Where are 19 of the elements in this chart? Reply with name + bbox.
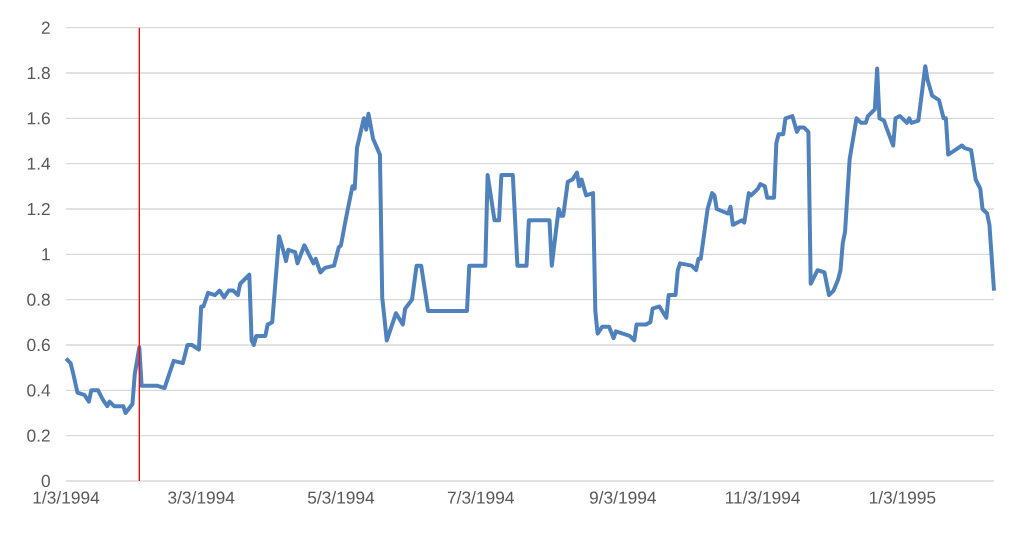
y-tick-label: 1.8 — [27, 66, 50, 80]
y-tick-label: 0.2 — [27, 429, 50, 442]
x-tick-label: 3/3/1994 — [168, 491, 235, 504]
y-tick-label: 0 — [41, 474, 50, 488]
y-tick-label: 0.8 — [27, 293, 50, 306]
x-tick-label: 9/3/1994 — [589, 491, 657, 504]
y-tick-label: 0.6 — [27, 338, 50, 352]
y-tick-label: 0.4 — [27, 384, 51, 397]
y-tick-label: 1.2 — [27, 202, 50, 216]
x-tick-label: 1/3/1994 — [33, 491, 100, 504]
x-tick-label: 5/3/1994 — [307, 491, 375, 504]
x-tick-label: 1/3/1995 — [869, 491, 936, 504]
line-series — [64, 64, 997, 415]
x-tick-label: 11/3/1994 — [725, 491, 800, 504]
y-tick-label: 2 — [41, 21, 50, 34]
y-tick-label: 1.6 — [27, 112, 50, 125]
y-tick-label: 1 — [42, 248, 50, 261]
y-tick-label: 1.4 — [27, 157, 51, 170]
x-tick-label: 7/3/1994 — [447, 491, 514, 504]
